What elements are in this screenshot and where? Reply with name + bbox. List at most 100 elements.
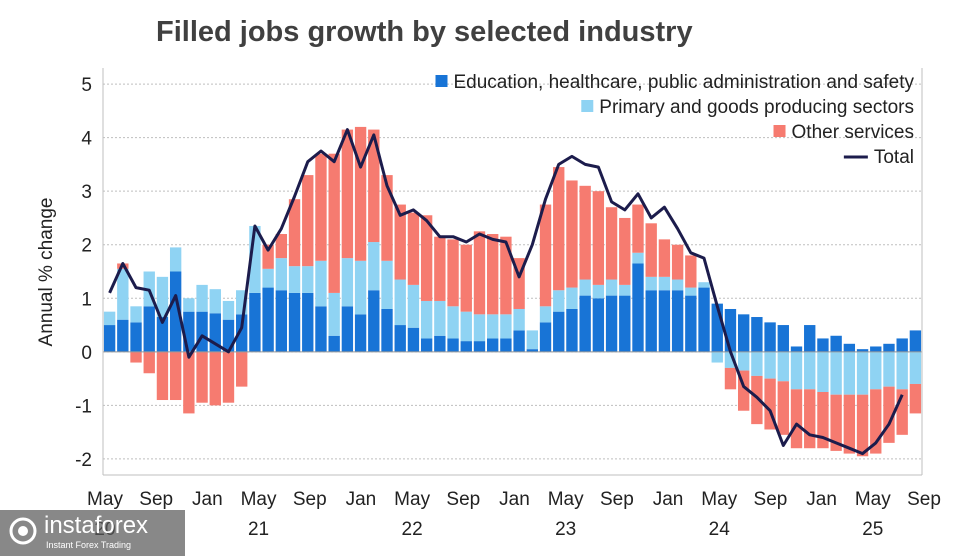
bar-segment: [737, 351, 750, 371]
bar-segment: [804, 351, 816, 390]
bar-segment: [315, 306, 327, 352]
bar-segment: [553, 167, 565, 291]
bar-segment: [394, 279, 406, 326]
y-tick-label: 1: [81, 289, 92, 310]
bar-segment: [275, 258, 288, 291]
bar-segment: [236, 290, 248, 315]
bar-segment: [130, 306, 142, 323]
bar-segment: [447, 338, 459, 352]
bar-segment: [724, 351, 737, 368]
bar-segment: [764, 322, 776, 352]
bar-segment: [249, 225, 261, 293]
bar-segment: [328, 292, 340, 336]
bar-segment: [447, 239, 459, 307]
bar-segment: [817, 338, 829, 352]
bar-segment: [262, 244, 274, 269]
bar-segment: [896, 351, 908, 390]
bar-segment: [328, 335, 340, 352]
bar-segment: [843, 343, 856, 352]
bar-segment: [328, 153, 340, 293]
y-tick-label: -2: [75, 450, 92, 471]
stacked-bars: [103, 126, 922, 457]
x-tick-month: May: [855, 489, 891, 510]
bar-segment: [288, 266, 301, 293]
bar-segment: [883, 351, 895, 387]
bar-segment: [804, 389, 816, 449]
bar-segment: [473, 314, 486, 342]
bar-segment: [790, 346, 803, 352]
bar-segment: [315, 153, 327, 261]
bar-segment: [751, 375, 763, 425]
bar-segment: [658, 276, 671, 291]
bar-segment: [870, 351, 882, 390]
bar-segment: [381, 308, 393, 352]
bar-segment: [341, 306, 354, 352]
bar-segment: [341, 258, 354, 307]
x-tick-month: Jan: [653, 489, 684, 510]
bar-segment: [830, 351, 842, 395]
bar-segment: [566, 287, 578, 309]
bar-segment: [394, 204, 406, 280]
x-tick-month: Sep: [600, 489, 634, 510]
bar-segment: [632, 263, 644, 352]
bar-segment: [354, 260, 367, 315]
legend-swatch: [435, 75, 448, 87]
bar-segment: [222, 351, 235, 403]
bar-segment: [354, 126, 367, 261]
bar-segment: [222, 319, 235, 352]
x-tick-year: 24: [709, 519, 731, 540]
bar-segment: [843, 351, 856, 395]
axes: 543210-1-2May20SepJanMay21SepJanMay22Sep…: [75, 68, 941, 540]
bar-segment: [169, 271, 182, 352]
x-tick-month: Jan: [806, 489, 837, 510]
bar-segment: [553, 290, 565, 312]
x-tick-month: Jan: [499, 489, 530, 510]
bar-segment: [302, 292, 314, 352]
bar-segment: [368, 129, 380, 243]
bar-segment: [169, 351, 182, 401]
bar-segment: [777, 381, 789, 435]
bar-segment: [896, 389, 908, 435]
bar-segment: [645, 290, 657, 352]
bar-segment: [579, 279, 591, 296]
bar-segment: [473, 231, 486, 315]
bar-segment: [817, 391, 829, 449]
bar-segment: [302, 266, 314, 293]
bar-segment: [156, 351, 169, 401]
x-tick-year: 21: [248, 519, 269, 540]
bar-segment: [909, 383, 922, 414]
bar-segment: [513, 330, 525, 352]
legend-swatch: [773, 125, 786, 137]
bar-segment: [870, 389, 882, 454]
bar-segment: [883, 343, 895, 352]
bar-segment: [434, 335, 446, 352]
legend: Education, healthcare, public administra…: [435, 72, 914, 168]
bar-segment: [632, 204, 644, 253]
chart-title: Filled jobs growth by selected industry: [156, 16, 693, 48]
bar-segment: [843, 394, 856, 454]
bar-segment: [143, 306, 155, 352]
bar-segment: [103, 325, 116, 352]
watermark-brand: instaforex: [44, 512, 149, 539]
x-tick-month: Jan: [346, 489, 377, 510]
bar-segment: [196, 311, 208, 352]
bar-segment: [711, 351, 723, 363]
bar-segment: [685, 287, 697, 296]
bar-segment: [671, 244, 684, 280]
bar-segment: [183, 351, 195, 414]
y-tick-label: 0: [81, 343, 92, 364]
bar-segment: [196, 284, 208, 312]
x-tick-month: May: [87, 489, 123, 510]
bar-segment: [883, 386, 895, 443]
bar-segment: [698, 282, 710, 288]
bar-segment: [130, 351, 142, 363]
bar-segment: [460, 311, 472, 342]
bar-segment: [117, 319, 129, 352]
bar-segment: [856, 394, 869, 457]
bar-segment: [790, 389, 803, 449]
bar-segment: [275, 290, 288, 352]
x-tick-month: May: [394, 489, 430, 510]
bar-segment: [685, 295, 697, 352]
x-tick-year: 25: [862, 519, 883, 540]
x-tick-month: May: [241, 489, 277, 510]
